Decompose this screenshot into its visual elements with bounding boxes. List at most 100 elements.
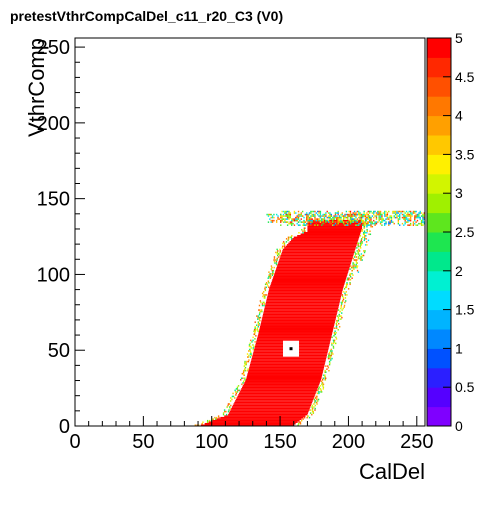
heatmap-band-row — [273, 274, 348, 276]
heatmap-plateau-cell — [334, 221, 337, 223]
heatmap-edge-cell — [334, 327, 336, 329]
heatmap-plateau-cell — [415, 224, 417, 226]
heatmap-edge-cell — [222, 413, 225, 416]
heatmap-plateau-cell — [323, 222, 326, 225]
heatmap-edge-cell — [273, 216, 275, 219]
heatmap-band-row — [244, 382, 320, 384]
heatmap-band-row — [232, 404, 311, 407]
heatmap-edge-cell — [308, 416, 311, 419]
heatmap-plateau-cell — [389, 215, 391, 217]
heatmap-edge-cell — [338, 325, 341, 328]
heatmap-edge-cell — [340, 301, 342, 304]
heatmap-plateau-cell — [340, 216, 342, 219]
heatmap-edge-cell — [332, 219, 334, 222]
heatmap-plateau-cell — [286, 210, 289, 213]
heatmap-edge-cell — [254, 332, 256, 334]
heatmap-plateau-cell — [385, 221, 387, 223]
colorbar-segment — [427, 115, 451, 136]
heatmap-edge-cell — [352, 274, 354, 276]
heatmap-band-row — [282, 250, 355, 252]
heatmap-edge-cell — [237, 389, 239, 392]
heatmap-edge-cell — [346, 294, 348, 296]
heatmap-plateau-cell — [383, 213, 386, 216]
heatmap-plateau-cell — [312, 210, 315, 213]
heatmap-plateau-cell — [389, 222, 391, 225]
heatmap-edge-cell — [311, 404, 313, 407]
heatmap-plateau-cell — [362, 221, 364, 223]
heatmap-edge-cell — [249, 348, 251, 351]
heatmap-edge-cell — [363, 222, 366, 225]
heatmap-plateau-cell — [308, 216, 311, 219]
heatmap-band-row — [252, 356, 327, 358]
heatmap-plateau-cell — [392, 210, 394, 213]
heatmap-edge-cell — [224, 410, 226, 413]
heatmap-plateau-cell — [363, 210, 365, 213]
heatmap-plateau-cell — [370, 210, 372, 213]
heatmap-edge-cell — [339, 315, 341, 317]
heatmap-plateau-cell — [404, 216, 406, 219]
heatmap-plateau-cell — [397, 212, 400, 214]
heatmap-edge-cell — [333, 216, 335, 219]
heatmap-plateau-cell — [281, 210, 283, 213]
heatmap-band-row — [260, 325, 334, 328]
heatmap-band-row — [274, 271, 349, 273]
heatmap-plateau-cell — [419, 216, 421, 219]
heatmap-plateau-cell — [390, 219, 393, 222]
heatmap-edge-cell — [338, 322, 340, 325]
heatmap-band-row — [246, 377, 322, 380]
heatmap-plateau-cell — [423, 213, 425, 216]
heatmap-edge-cell — [363, 236, 366, 239]
heatmap-edge-cell — [306, 218, 308, 220]
heatmap-plateau-cell — [307, 222, 309, 225]
heatmap-plateau-cell — [293, 212, 296, 214]
heatmap-plateau-cell — [420, 224, 423, 226]
heatmap-edge-cell — [285, 221, 287, 223]
heatmap-edge-cell — [369, 230, 371, 232]
colorbar-tick-label: 2 — [455, 263, 463, 279]
heatmap-edge-cell — [342, 218, 345, 220]
heatmap-edge-cell — [358, 216, 360, 219]
heatmap-plateau-cell — [412, 224, 415, 226]
heatmap-plateau-cell — [394, 216, 397, 219]
heatmap-edge-cell — [283, 245, 286, 248]
heatmap-plateau-cell — [390, 215, 393, 217]
heatmap-edge-cell — [334, 330, 336, 333]
heatmap-plateau-cell — [338, 216, 341, 219]
heatmap-edge-cell — [303, 227, 306, 229]
heatmap-plateau-cell — [327, 212, 330, 214]
heatmap-edge-cell — [356, 269, 359, 272]
heatmap-edge-cell — [341, 295, 344, 298]
heatmap-edge-cell — [299, 219, 301, 222]
heatmap-band-row — [233, 403, 312, 405]
heatmap-edge-cell — [332, 216, 334, 219]
heatmap-edge-cell — [249, 356, 252, 358]
heatmap-edge-cell — [337, 315, 339, 317]
heatmap-plateau-cell — [330, 213, 333, 216]
heatmap-edge-cell — [325, 221, 327, 223]
heatmap-edge-cell — [335, 325, 338, 328]
heatmap-edge-cell — [337, 316, 340, 319]
heatmap-edge-cell — [340, 306, 342, 308]
heatmap-plateau-cell — [422, 224, 424, 226]
heatmap-edge-cell — [222, 412, 225, 414]
heatmap-edge-cell — [249, 342, 251, 345]
heatmap-plateau-cell — [405, 210, 408, 213]
heatmap-plateau-cell — [356, 221, 359, 223]
heatmap-edge-cell — [349, 272, 351, 275]
heatmap-band-row — [269, 288, 343, 290]
heatmap-edge-cell — [335, 342, 337, 345]
heatmap-plateau-cell — [319, 216, 322, 219]
heatmap-edge-cell — [326, 368, 328, 370]
heatmap-plateau-cell — [288, 210, 290, 213]
heatmap-band-row — [282, 248, 356, 251]
x-tick-label: 100 — [195, 431, 228, 453]
heatmap-band-row — [238, 392, 316, 395]
heatmap-plateau-cell — [408, 213, 410, 216]
heatmap-edge-cell — [319, 391, 321, 393]
heatmap-edge-cell — [331, 351, 333, 354]
heatmap-edge-cell — [252, 344, 254, 346]
heatmap-plateau-cell — [353, 212, 356, 214]
heatmap-edge-cell — [232, 392, 234, 395]
heatmap-plateau-cell — [347, 213, 349, 216]
heatmap-band-row — [277, 265, 351, 267]
